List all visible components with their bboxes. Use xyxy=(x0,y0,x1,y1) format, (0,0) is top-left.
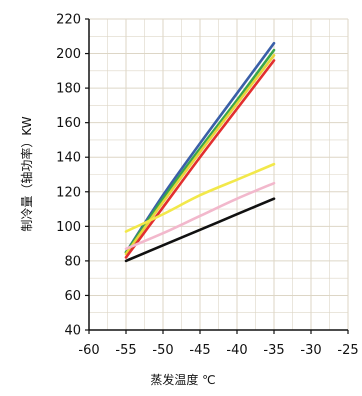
series-group xyxy=(124,41,276,263)
x-tick-label: -50 xyxy=(152,343,173,358)
series-line-2 xyxy=(124,48,276,254)
y-tick-label: 160 xyxy=(56,116,81,131)
axes xyxy=(85,18,349,334)
y-tick-label: 80 xyxy=(64,254,81,269)
y-tick-label: 200 xyxy=(56,47,81,62)
x-tick-label: -60 xyxy=(78,343,99,358)
y-tick-label: 120 xyxy=(56,185,81,200)
y-tick-label: 100 xyxy=(56,220,81,235)
x-tick-label: -40 xyxy=(226,343,247,358)
series-line-6 xyxy=(124,181,276,251)
y-tick-label: 60 xyxy=(64,289,81,304)
x-tick-label: -55 xyxy=(115,343,136,358)
series-line-4 xyxy=(124,59,276,259)
x-axis-label: 蒸发温度 ℃ xyxy=(150,372,215,387)
x-tick-label: -45 xyxy=(189,343,210,358)
x-tick-label: -30 xyxy=(300,343,321,358)
grid xyxy=(88,18,349,331)
y-axis-label: 制冷量（轴功率）KW xyxy=(19,116,34,231)
y-tick-label: 40 xyxy=(64,324,81,339)
x-tick-label: -35 xyxy=(263,343,284,358)
y-tick-label: 140 xyxy=(56,151,81,166)
tick-labels: 40 60 80 100 120 140 160 180 200 220 -60 -55 -50 -45 -… xyxy=(56,13,358,359)
x-tick-label: -25 xyxy=(337,343,358,358)
series-line-5 xyxy=(124,162,276,233)
y-tick-label: 180 xyxy=(56,82,81,97)
series-line-7 xyxy=(124,197,276,263)
y-tick-label: 220 xyxy=(56,13,81,28)
